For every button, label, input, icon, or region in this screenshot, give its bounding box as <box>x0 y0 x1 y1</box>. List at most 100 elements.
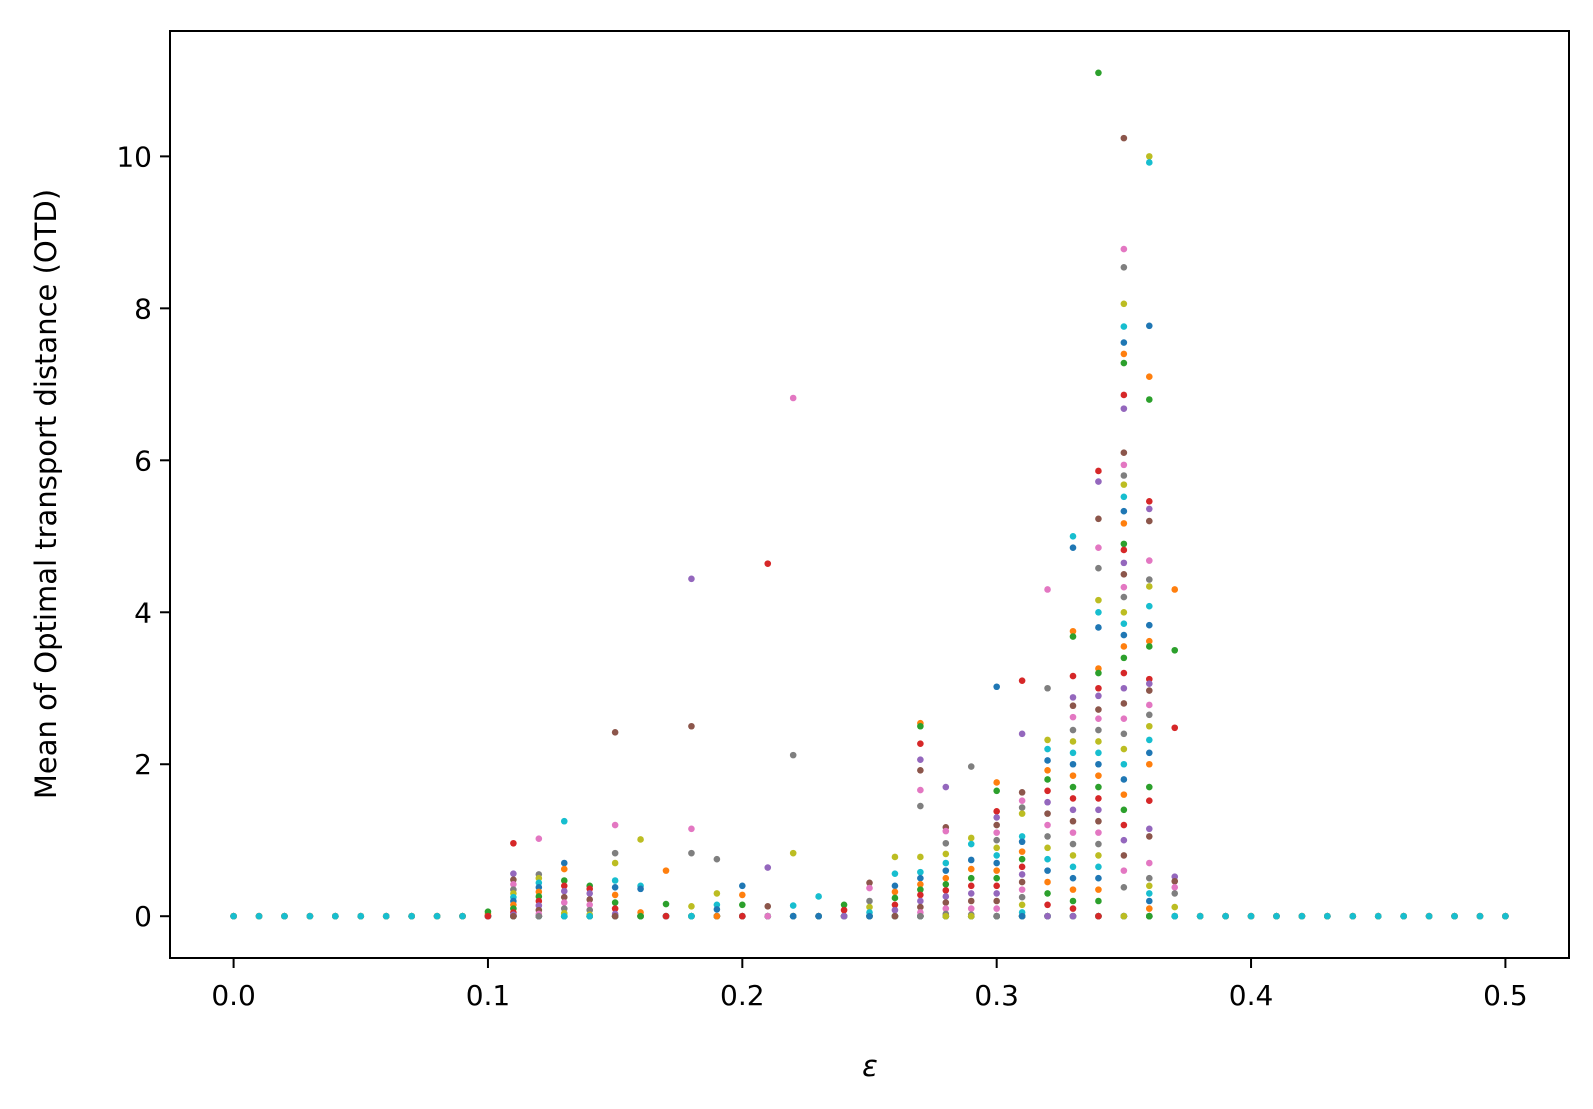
scatter-point <box>637 912 644 920</box>
scatter-point <box>891 912 899 920</box>
scatter-point <box>942 912 950 920</box>
scatter-point <box>917 886 924 893</box>
scatter-point <box>1095 715 1102 722</box>
scatter-point <box>1171 912 1179 920</box>
scatter-point <box>917 874 924 882</box>
scatter-point <box>1120 715 1128 722</box>
scatter-point <box>1095 726 1102 734</box>
scatter-point <box>1146 749 1153 757</box>
scatter-point <box>1120 776 1128 783</box>
scatter-point <box>1171 646 1179 654</box>
scatter-point <box>1095 596 1102 604</box>
scatter-point <box>1146 760 1153 768</box>
scatter-point <box>1069 772 1077 779</box>
scatter-point <box>1120 583 1128 591</box>
scatter-point <box>1171 586 1179 593</box>
scatter-point <box>535 888 543 896</box>
scatter-point <box>917 912 924 920</box>
scatter-point <box>535 897 543 905</box>
y-axis-label: Mean of Optimal transport distance (OTD) <box>29 189 63 799</box>
scatter-point <box>739 912 746 920</box>
scatter-point <box>1095 478 1102 485</box>
scatter-point <box>993 912 1000 920</box>
scatter-point <box>1120 134 1128 142</box>
scatter-point <box>1069 829 1077 836</box>
scatter-point <box>1095 692 1102 700</box>
scatter-point <box>1146 797 1153 805</box>
scatter-point <box>967 834 975 842</box>
scatter-point <box>967 897 975 905</box>
scatter-point <box>484 912 492 920</box>
scatter-point <box>433 912 441 920</box>
scatter-point <box>917 756 924 763</box>
scatter-point <box>332 912 339 920</box>
scatter-point <box>382 912 390 920</box>
scatter-point <box>1018 871 1026 878</box>
scatter-point <box>1146 736 1153 744</box>
scatter-point <box>1120 559 1128 567</box>
scatter-point <box>535 902 543 909</box>
scatter-point <box>1095 544 1102 551</box>
scatter-point <box>357 912 365 920</box>
scatter-point <box>1069 817 1077 825</box>
scatter-point <box>662 867 670 874</box>
scatter-point <box>1095 806 1102 814</box>
scatter-point <box>1018 730 1026 738</box>
scatter-point <box>1069 783 1077 791</box>
scatter-point <box>611 884 619 891</box>
scatter-point <box>1069 726 1077 734</box>
scatter-point <box>1044 736 1051 744</box>
y-tick-label: 4 <box>134 596 152 629</box>
x-axis: 0.0 0.1 0.2 0.3 0.4 0.5 <box>211 958 1528 1012</box>
scatter-point <box>1069 544 1077 551</box>
scatter-point <box>560 817 568 825</box>
scatter-point <box>1095 608 1102 616</box>
scatter-point <box>560 859 568 867</box>
scatter-point <box>1146 583 1153 590</box>
scatter-point <box>1095 840 1102 848</box>
scatter-point <box>586 906 593 914</box>
scatter-point <box>510 912 517 920</box>
scatter-point <box>1120 570 1128 578</box>
scatter-point <box>510 876 517 884</box>
scatter-point <box>1095 665 1102 672</box>
scatter-point <box>866 903 873 911</box>
x-tick-label: 0.5 <box>1483 979 1528 1012</box>
scatter-point <box>688 903 695 910</box>
scatter-point <box>611 899 619 906</box>
scatter-point <box>1120 730 1128 738</box>
x-tick-label: 0.0 <box>211 979 256 1012</box>
scatter-point <box>942 850 950 858</box>
scatter-point <box>1324 912 1331 920</box>
scatter-point <box>942 827 950 835</box>
scatter-point <box>230 912 237 920</box>
scatter-point <box>1018 838 1026 846</box>
scatter-point <box>866 879 873 887</box>
scatter-point <box>993 808 1000 815</box>
scatter-point <box>942 874 950 882</box>
scatter-point <box>1120 791 1128 798</box>
scatter-point <box>586 901 593 909</box>
scatter-point <box>993 821 1000 829</box>
y-tick-label: 8 <box>134 292 152 325</box>
y-tick-label: 10 <box>116 140 152 173</box>
scatter-point <box>713 906 721 913</box>
scatter-point <box>789 902 797 909</box>
scatter-point <box>1069 852 1077 859</box>
scatter-point <box>688 575 695 583</box>
y-tick-label: 0 <box>134 900 152 933</box>
scatter-point <box>1120 245 1128 253</box>
scatter-point <box>662 912 670 920</box>
scatter-point <box>1069 905 1077 912</box>
scatter-point <box>942 880 950 888</box>
scatter-point <box>1044 810 1051 817</box>
scatter-point <box>1146 373 1153 381</box>
scatter-point <box>1018 901 1026 909</box>
scatter-point <box>1069 633 1077 640</box>
scatter-point <box>560 877 568 884</box>
scatter-point <box>1146 783 1153 791</box>
scatter-point <box>637 885 644 893</box>
scatter-point <box>1018 833 1026 840</box>
scatter-point <box>713 855 721 863</box>
